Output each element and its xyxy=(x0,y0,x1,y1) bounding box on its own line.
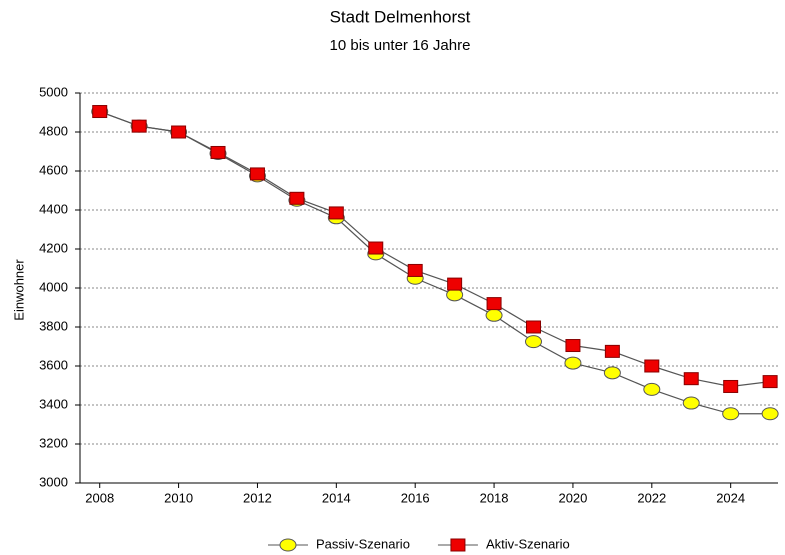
data-point xyxy=(368,241,384,255)
x-tick-label: 2024 xyxy=(716,490,745,505)
data-point xyxy=(210,145,226,159)
chart-title: Stadt Delmenhorst xyxy=(330,7,471,26)
data-point xyxy=(643,382,661,396)
y-tick-label: 4000 xyxy=(39,279,68,294)
chart-subtitle: 10 bis unter 16 Jahre xyxy=(330,37,471,54)
data-point xyxy=(723,379,739,393)
data-point xyxy=(683,372,699,386)
data-point xyxy=(722,407,740,421)
data-point xyxy=(526,320,542,334)
x-tick-label: 2010 xyxy=(164,490,193,505)
legend-label: Passiv-Szenario xyxy=(316,536,410,551)
data-point xyxy=(92,105,108,119)
y-tick-label: 3400 xyxy=(39,396,68,411)
data-point xyxy=(447,277,463,291)
y-tick-label: 3800 xyxy=(39,318,68,333)
x-tick-label: 2020 xyxy=(558,490,587,505)
x-tick-label: 2016 xyxy=(401,490,430,505)
y-tick-label: 3600 xyxy=(39,357,68,372)
y-tick-label: 3000 xyxy=(39,474,68,489)
data-point xyxy=(171,125,187,139)
data-point xyxy=(603,366,621,380)
series-line xyxy=(99,110,771,415)
x-tick-label: 2022 xyxy=(637,490,666,505)
legend-marker xyxy=(450,538,466,552)
x-tick-label: 2008 xyxy=(85,490,114,505)
data-point xyxy=(644,359,660,373)
y-tick-label: 4400 xyxy=(39,201,68,216)
data-point xyxy=(249,167,265,181)
data-point xyxy=(485,308,503,322)
data-point xyxy=(564,356,582,370)
data-point xyxy=(407,263,423,277)
y-tick-label: 4200 xyxy=(39,240,68,255)
data-point xyxy=(289,191,305,205)
data-point xyxy=(604,344,620,358)
data-point xyxy=(682,396,700,410)
x-tick-label: 2012 xyxy=(243,490,272,505)
data-point xyxy=(525,335,543,349)
legend-label: Aktiv-Szenario xyxy=(486,536,570,551)
data-point xyxy=(762,375,778,389)
data-point xyxy=(486,297,502,311)
x-tick-label: 2018 xyxy=(480,490,509,505)
y-axis-label: Einwohner xyxy=(11,259,26,321)
data-point xyxy=(328,206,344,220)
data-point xyxy=(761,407,779,421)
x-tick-label: 2014 xyxy=(322,490,351,505)
data-point xyxy=(131,119,147,133)
y-tick-label: 4800 xyxy=(39,123,68,138)
y-tick-label: 5000 xyxy=(39,84,68,99)
y-tick-label: 4600 xyxy=(39,162,68,177)
legend-marker xyxy=(279,538,297,552)
y-tick-label: 3200 xyxy=(39,435,68,450)
data-point xyxy=(446,288,464,302)
data-point xyxy=(565,339,581,353)
